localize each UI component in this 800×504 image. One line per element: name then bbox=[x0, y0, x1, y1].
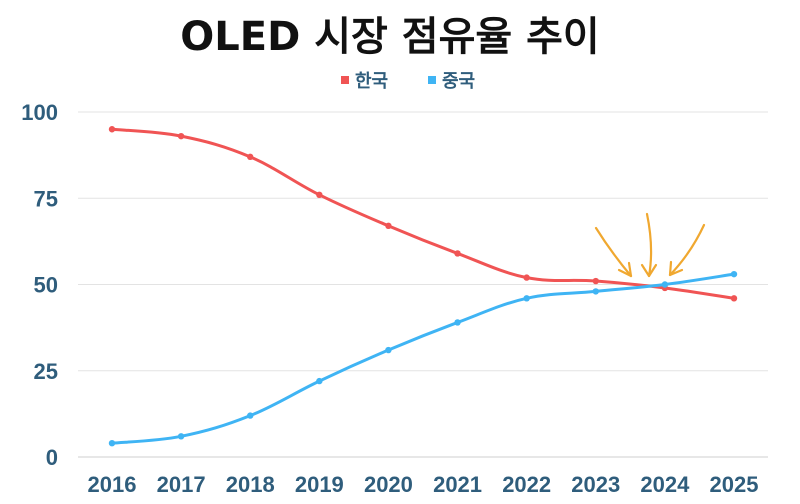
y-tick-label: 0 bbox=[46, 445, 58, 470]
x-tick-label: 2018 bbox=[226, 472, 275, 497]
x-tick-label: 2016 bbox=[88, 472, 137, 497]
data-point-china bbox=[385, 346, 392, 354]
x-tick-label: 2022 bbox=[502, 472, 551, 497]
annotation-arrow-right-head bbox=[668, 260, 684, 277]
annotation-arrows bbox=[594, 212, 706, 278]
data-point-korea bbox=[523, 274, 530, 281]
data-point-china bbox=[177, 433, 185, 440]
legend: 한국 중국 bbox=[341, 71, 475, 92]
data-point-korea bbox=[316, 191, 323, 198]
x-tick-label: 2024 bbox=[640, 472, 690, 497]
series-line-korea bbox=[110, 127, 736, 300]
data-point-china bbox=[454, 319, 461, 326]
data-point-china bbox=[316, 377, 323, 385]
x-tick-label: 2025 bbox=[710, 472, 759, 497]
x-tick-label: 2023 bbox=[571, 472, 620, 497]
data-point-korea bbox=[592, 277, 599, 285]
x-tick-label: 2019 bbox=[295, 472, 344, 497]
series bbox=[108, 126, 738, 447]
x-tick-label: 2021 bbox=[433, 472, 482, 497]
x-axis-ticks: 2016 2017 2018 2019 2020 2021 2022 2023 2024 2025 bbox=[88, 472, 759, 497]
data-point-korea bbox=[454, 250, 461, 257]
data-point-china bbox=[661, 281, 669, 288]
annotation-arrow-left-head bbox=[617, 261, 633, 278]
legend-marker-china bbox=[428, 76, 436, 84]
x-tick-label: 2017 bbox=[157, 472, 206, 497]
legend-marker-korea bbox=[341, 76, 349, 84]
chart-title: OLED 시장 점유율 추이 bbox=[180, 14, 599, 60]
data-point-china bbox=[730, 270, 738, 278]
legend-label-korea: 한국 bbox=[355, 71, 388, 92]
y-tick-label: 25 bbox=[34, 359, 58, 384]
data-point-korea bbox=[247, 153, 254, 161]
data-point-korea bbox=[385, 222, 392, 230]
annotation-arrow-right bbox=[668, 223, 706, 277]
y-axis-ticks: 0 25 50 75 100 bbox=[21, 100, 58, 470]
y-tick-label: 50 bbox=[34, 273, 58, 298]
data-point-china bbox=[592, 288, 599, 295]
y-tick-label: 100 bbox=[21, 100, 58, 125]
x-tick-label: 2020 bbox=[364, 472, 413, 497]
annotation-arrow-center-head bbox=[640, 263, 658, 278]
data-point-china bbox=[247, 412, 254, 419]
data-point-korea bbox=[108, 126, 116, 133]
data-point-korea bbox=[730, 295, 738, 302]
data-point-korea bbox=[177, 132, 185, 140]
legend-label-china: 중국 bbox=[442, 71, 475, 92]
data-point-china bbox=[108, 440, 116, 447]
annotation-arrow-center bbox=[645, 212, 653, 278]
series-line-china bbox=[110, 272, 736, 445]
y-tick-label: 75 bbox=[34, 186, 58, 211]
data-point-china bbox=[523, 295, 530, 302]
gridlines bbox=[78, 111, 768, 458]
annotation-arrow-left bbox=[594, 226, 633, 278]
